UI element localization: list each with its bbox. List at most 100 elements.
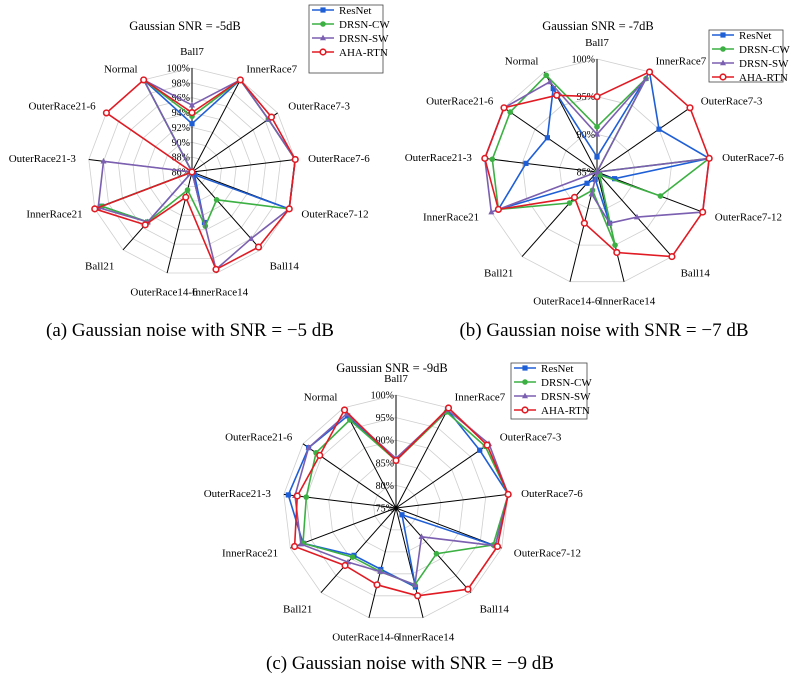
data-point-drsn-sw-outerrace21-6 xyxy=(305,444,312,450)
data-point-aha-rtn-ball21 xyxy=(570,193,579,201)
legend-a: ResNet DRSN-CW DRSN-SW AHA-RTN xyxy=(308,4,390,74)
legend-items-c: ResNet DRSN-CW DRSN-SW AHA-RTN xyxy=(514,363,592,417)
legend-items-a: ResNet DRSN-CW DRSN-SW AHA-RTN xyxy=(312,5,390,59)
series-drsn-cw xyxy=(98,77,299,229)
spoke-outerrace21-3 xyxy=(283,493,397,509)
category-label-ball7: Ball7 xyxy=(384,373,408,385)
data-point-drsn-sw-outerrace21-3 xyxy=(100,157,107,164)
spoke-outerrace21-3 xyxy=(484,157,598,173)
legend-item-resnet: ResNet xyxy=(514,363,573,375)
category-label-innerrace14: InnerRace14 xyxy=(192,287,249,299)
data-point-aha-rtn-outerrace7-3 xyxy=(267,113,276,121)
data-point-aha-rtn-outerrace14-6 xyxy=(373,581,381,589)
series-line-drsn-sw xyxy=(97,78,297,271)
data-point-aha-rtn-normal xyxy=(340,406,349,414)
category-label-outerrace7-12: OuterRace7-12 xyxy=(715,212,782,224)
spoke-outerrace7-3 xyxy=(596,107,691,173)
data-point-drsn-cw-ball14 xyxy=(213,197,220,203)
data-point-aha-rtn-outerrace21-3 xyxy=(481,154,489,162)
data-point-aha-rtn-outerrace7-6 xyxy=(291,155,299,164)
data-point-drsn-sw-ball14 xyxy=(633,213,640,220)
legend-c: ResNet DRSN-CW DRSN-SW AHA-RTN xyxy=(510,362,592,420)
series-aha-rtn xyxy=(290,404,512,600)
tick-label: 95% xyxy=(376,413,394,424)
legend-marker-drsn-sw xyxy=(522,392,528,399)
grid-ring xyxy=(117,97,267,245)
data-point-aha-rtn-innerrace7 xyxy=(444,404,453,412)
category-label-normal: Normal xyxy=(505,55,539,67)
tick-label: 85% xyxy=(577,168,595,179)
data-point-drsn-sw-ball14 xyxy=(418,533,425,540)
data-point-aha-rtn-ball7 xyxy=(593,93,601,101)
tick-label: 88% xyxy=(172,153,190,164)
spoke-outerrace7-6 xyxy=(191,158,296,173)
data-point-resnet-outerrace21-6 xyxy=(544,135,551,141)
series-line-drsn-sw xyxy=(294,408,510,586)
tick-label: 85% xyxy=(376,458,394,469)
data-point-resnet-outerrace7-12 xyxy=(612,176,618,182)
legend-item-drsn-cw: DRSN-CW xyxy=(514,377,592,389)
plot-area-b: 85% 90% 95% 100% Ball7 InnerRace7 OuterRace7-3… xyxy=(405,37,785,307)
legend-marker-aha-rtn xyxy=(719,73,727,81)
spoke-ball14 xyxy=(191,171,262,251)
data-point-aha-rtn-innerrace21 xyxy=(91,205,99,213)
data-point-resnet-ball7 xyxy=(189,121,195,127)
tick-label: 80% xyxy=(376,481,394,492)
category-label-ball21: Ball21 xyxy=(85,261,114,273)
legend-item-drsn-sw: DRSN-SW xyxy=(712,58,789,70)
category-label-ball7: Ball7 xyxy=(585,37,609,49)
legend-marker-aha-rtn xyxy=(521,406,529,414)
legend-label-drsn-sw: DRSN-SW xyxy=(339,33,389,45)
data-point-drsn-sw-ball14 xyxy=(248,235,255,242)
spoke-outerrace7-6 xyxy=(395,493,509,509)
chart-title-c: Gaussian SNR = -9dB xyxy=(336,361,448,375)
data-point-aha-rtn-outerrace7-12 xyxy=(699,208,707,216)
tick-label: 100% xyxy=(371,391,394,402)
data-point-aha-rtn-innerrace14 xyxy=(414,592,422,600)
data-point-drsn-cw-outerrace21-6 xyxy=(507,109,514,115)
data-point-aha-rtn-outerrace21-6 xyxy=(500,104,508,112)
legend-label-drsn-cw: DRSN-CW xyxy=(739,44,790,56)
legend-item-drsn-cw: DRSN-CW xyxy=(312,19,390,31)
legend-marker-drsn-cw xyxy=(720,46,726,52)
grid-ring xyxy=(88,67,296,274)
data-point-aha-rtn-normal xyxy=(553,91,561,99)
data-point-aha-rtn-ball14 xyxy=(668,252,676,261)
category-label-outerrace7-3: OuterRace7-3 xyxy=(288,101,350,113)
data-point-resnet-ball14 xyxy=(399,512,405,518)
category-label-outerrace21-6: OuterRace21-6 xyxy=(426,95,494,107)
tick-label: 100% xyxy=(167,64,190,75)
category-label-outerrace7-3: OuterRace7-3 xyxy=(500,431,562,443)
grid-ring xyxy=(132,112,252,231)
data-point-resnet-outerrace7-3 xyxy=(656,126,662,132)
legend-label-aha-rtn: AHA-RTN xyxy=(739,72,788,84)
category-label-innerrace21: InnerRace21 xyxy=(222,548,278,560)
tick-label: 90% xyxy=(577,130,595,141)
legend-marker-resnet xyxy=(320,7,326,13)
category-label-outerrace21-6: OuterRace21-6 xyxy=(225,431,293,443)
spoke-normal xyxy=(343,407,397,509)
data-point-aha-rtn-outerrace7-6 xyxy=(504,490,512,498)
data-point-drsn-sw-outerrace14-6 xyxy=(588,190,595,197)
data-point-aha-rtn-innerrace14 xyxy=(212,265,220,273)
legend-label-aha-rtn: AHA-RTN xyxy=(339,47,388,59)
category-label-innerrace7: InnerRace7 xyxy=(455,391,506,403)
grid-ring xyxy=(176,156,208,187)
data-point-resnet-outerrace21-3 xyxy=(285,492,291,498)
legend-marker-resnet xyxy=(720,32,726,38)
grid-ring xyxy=(305,417,487,597)
legend-marker-drsn-sw xyxy=(320,34,326,41)
data-point-aha-rtn-outerrace14-6 xyxy=(580,219,588,227)
category-label-outerrace21-3: OuterRace21-3 xyxy=(9,153,77,165)
data-point-resnet-ball21 xyxy=(584,180,590,186)
legend-label-aha-rtn: AHA-RTN xyxy=(541,405,590,417)
spoke-innerrace14 xyxy=(395,507,424,618)
legend-item-aha-rtn: AHA-RTN xyxy=(514,405,590,417)
caption-a: (a) Gaussian noise with SNR = −5 dB xyxy=(46,320,334,341)
category-label-ball14: Ball14 xyxy=(681,267,711,279)
spoke-outerrace7-3 xyxy=(191,112,278,173)
spoke-outerrace21-6 xyxy=(503,107,598,173)
data-point-drsn-cw-innerrace14 xyxy=(612,242,618,248)
data-point-aha-rtn-outerrace21-3 xyxy=(293,492,301,500)
